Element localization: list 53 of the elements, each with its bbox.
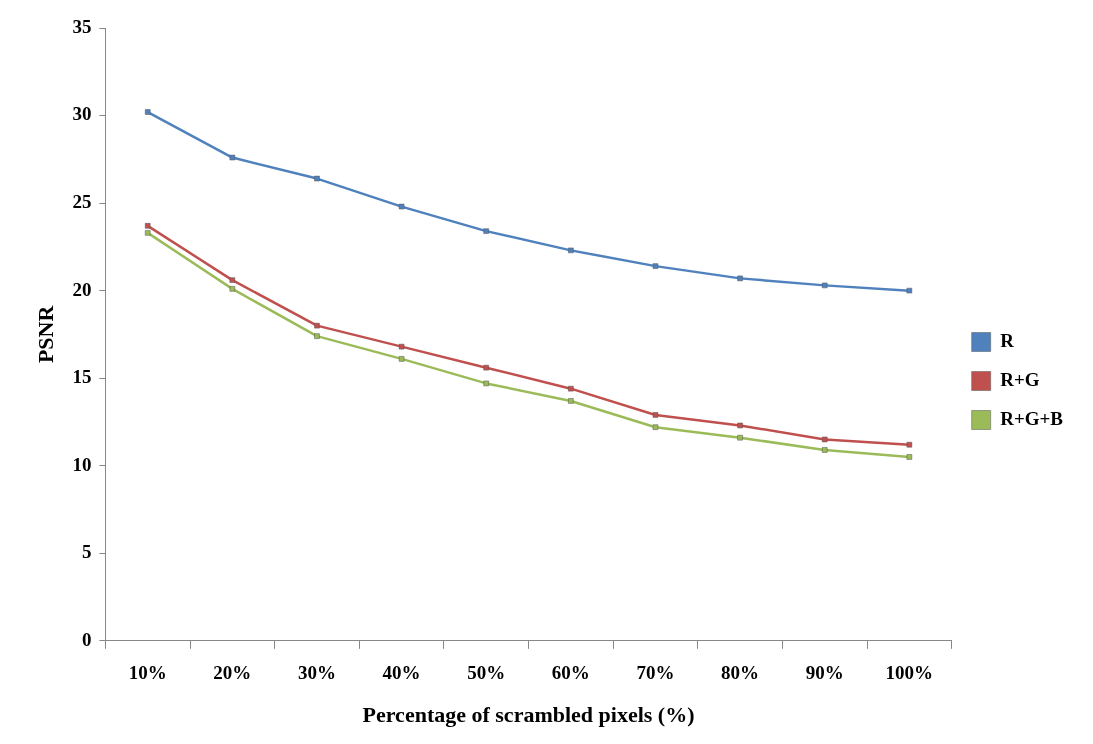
x-tick-label: 10% (128, 662, 167, 684)
point (144, 230, 151, 236)
point (229, 286, 236, 292)
point (906, 287, 913, 294)
y-tick-label: 35 (72, 15, 92, 37)
point (483, 228, 489, 234)
point (652, 424, 659, 430)
point (737, 422, 743, 429)
point (568, 385, 574, 392)
y-tick-label: 30 (72, 103, 92, 125)
x-axis-title: Percentage of scrambled pixels (%) (362, 702, 695, 728)
legend-label: R+G+B (1000, 407, 1064, 429)
y-tick-label: 15 (72, 366, 92, 388)
point (568, 247, 574, 254)
x-tick-label: 100% (885, 662, 934, 684)
point (398, 343, 405, 350)
x-tick-label: 70% (636, 662, 675, 684)
y-tick-label: 25 (72, 190, 92, 212)
point (314, 333, 320, 339)
x-tick-label: 60% (551, 662, 590, 684)
x-tick-label: 90% (805, 662, 844, 684)
x-tick-label: 20% (213, 662, 252, 684)
point (822, 436, 828, 443)
point (144, 223, 151, 229)
point (568, 398, 574, 404)
point (906, 441, 913, 448)
point (398, 203, 405, 210)
point (229, 277, 236, 283)
y-axis-title: PSNR (32, 304, 58, 364)
point (906, 454, 913, 460)
point (483, 380, 489, 387)
x-tick-label: 80% (721, 662, 760, 684)
x-tick-label: 50% (467, 662, 506, 684)
y-tick-label: 10 (72, 453, 92, 475)
point (822, 282, 828, 289)
legend-label: R (1000, 329, 1015, 351)
point (144, 109, 151, 115)
point (229, 154, 236, 161)
point (398, 356, 405, 362)
point (652, 412, 659, 418)
y-tick-label: 5 (81, 541, 92, 563)
point (314, 322, 320, 329)
point (483, 364, 489, 371)
point (737, 275, 743, 282)
x-tick-label: 30% (297, 662, 336, 684)
legend-label: R+G (1000, 368, 1040, 390)
point (822, 447, 828, 453)
y-tick-label: 0 (81, 628, 92, 650)
x-tick-label: 40% (382, 662, 421, 684)
point (652, 263, 659, 269)
y-tick-label: 20 (72, 278, 92, 300)
point (737, 434, 743, 441)
point (314, 175, 320, 182)
